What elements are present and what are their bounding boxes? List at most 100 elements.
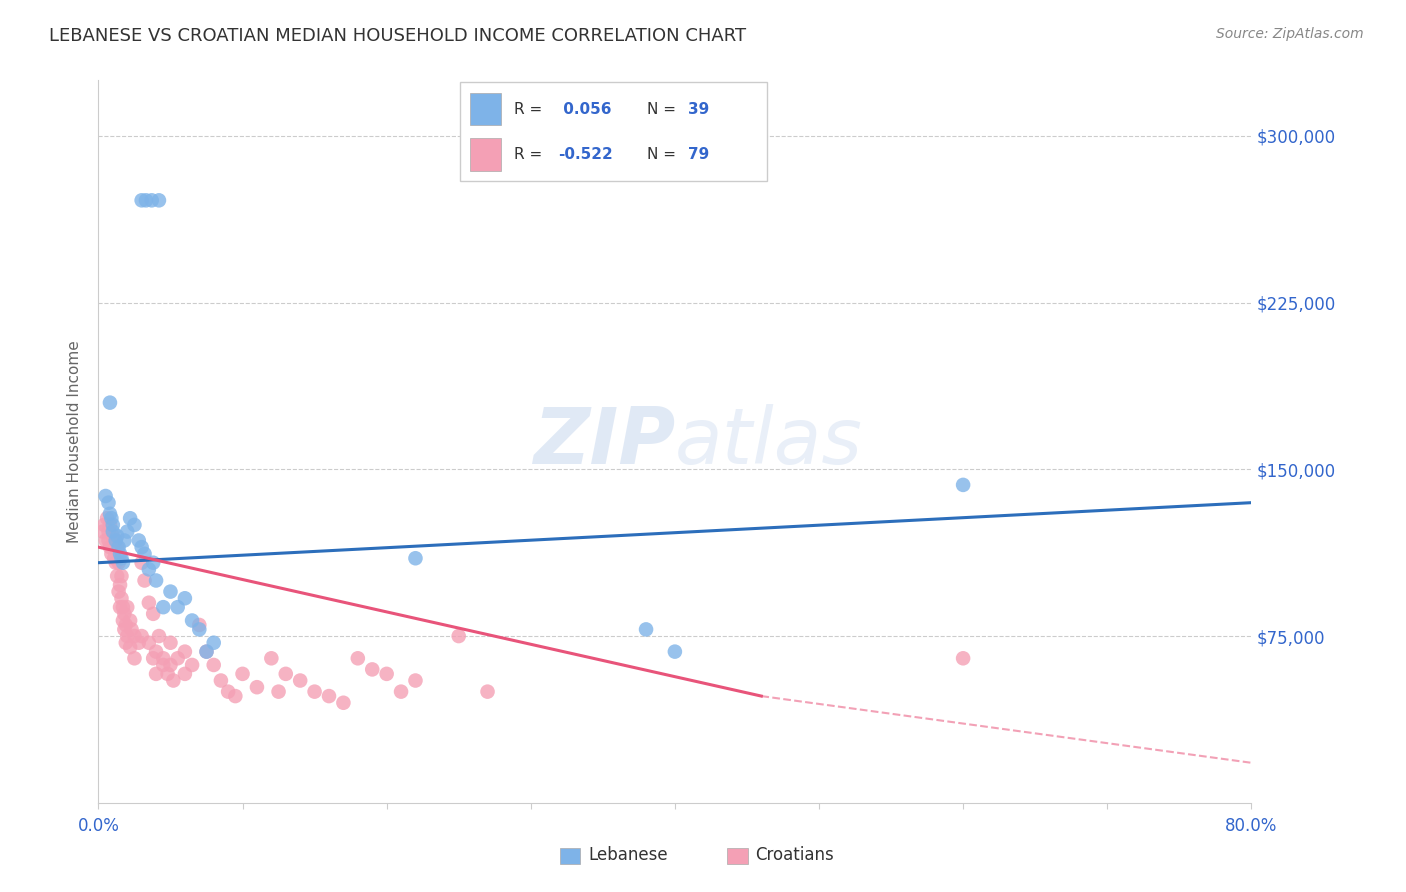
Point <box>105 569 128 583</box>
Text: N =: N = <box>647 146 681 161</box>
Text: Croatians: Croatians <box>755 846 834 863</box>
FancyBboxPatch shape <box>460 82 768 181</box>
Text: atlas: atlas <box>675 403 863 480</box>
Point <box>114 636 136 650</box>
Text: -0.522: -0.522 <box>558 146 613 161</box>
Point <box>246 680 269 694</box>
FancyBboxPatch shape <box>470 93 502 126</box>
Point <box>148 194 170 208</box>
Point <box>405 673 427 688</box>
Point <box>332 696 354 710</box>
Point <box>107 556 129 570</box>
Point <box>117 600 139 615</box>
Text: ZIP: ZIP <box>533 403 675 480</box>
Point <box>188 618 211 632</box>
Point <box>131 629 153 643</box>
Point <box>375 666 398 681</box>
Point <box>152 651 174 665</box>
Point <box>131 194 153 208</box>
Point <box>111 600 134 615</box>
Point <box>304 684 326 698</box>
Point <box>124 629 146 643</box>
Point <box>108 578 131 592</box>
Point <box>162 673 184 688</box>
Point <box>104 533 127 548</box>
Text: Source: ZipAtlas.com: Source: ZipAtlas.com <box>1216 27 1364 41</box>
Point <box>664 645 686 659</box>
Point <box>145 666 167 681</box>
Point <box>91 524 114 539</box>
Point <box>110 569 132 583</box>
Point <box>952 651 974 665</box>
Point <box>138 562 160 576</box>
Point <box>188 623 211 637</box>
Point <box>97 533 120 548</box>
Point <box>405 551 427 566</box>
Point <box>112 607 135 621</box>
Point <box>112 623 135 637</box>
Point <box>131 556 153 570</box>
Point <box>97 496 120 510</box>
Point <box>94 533 117 548</box>
Point <box>103 551 125 566</box>
Point <box>389 684 412 698</box>
Text: R =: R = <box>515 146 547 161</box>
Text: 0.056: 0.056 <box>558 102 612 117</box>
Point <box>107 584 129 599</box>
Point <box>117 524 139 539</box>
Point <box>134 574 156 588</box>
Point <box>141 194 163 208</box>
Text: Lebanese: Lebanese <box>589 846 668 863</box>
Point <box>101 524 124 539</box>
Point <box>110 551 132 566</box>
Point <box>97 524 120 539</box>
Point <box>104 556 127 570</box>
Point <box>195 645 218 659</box>
Point <box>120 640 142 655</box>
Point <box>142 556 165 570</box>
Point <box>124 651 146 665</box>
Point <box>104 533 127 548</box>
Point <box>112 533 135 548</box>
Text: N =: N = <box>647 102 681 117</box>
Point <box>108 600 131 615</box>
Point <box>181 657 204 672</box>
Point <box>101 540 124 554</box>
Point <box>152 600 174 615</box>
Point <box>131 540 153 554</box>
Point <box>120 614 142 628</box>
Point <box>145 574 167 588</box>
Point <box>98 507 121 521</box>
Point <box>636 623 658 637</box>
Point <box>138 636 160 650</box>
Point <box>128 636 150 650</box>
Point <box>93 517 115 532</box>
Point <box>114 618 136 632</box>
Point <box>105 540 128 554</box>
Point <box>290 673 312 688</box>
Text: 79: 79 <box>688 146 709 161</box>
Point <box>124 517 146 532</box>
Text: LEBANESE VS CROATIAN MEDIAN HOUSEHOLD INCOME CORRELATION CHART: LEBANESE VS CROATIAN MEDIAN HOUSEHOLD IN… <box>49 27 747 45</box>
Point <box>107 540 129 554</box>
Point <box>121 623 143 637</box>
Point <box>101 517 124 532</box>
Point <box>952 478 974 492</box>
Point <box>346 651 368 665</box>
Point <box>202 657 225 672</box>
Point <box>202 636 225 650</box>
Point <box>224 689 246 703</box>
Point <box>159 636 181 650</box>
Point <box>111 556 134 570</box>
Point <box>174 645 197 659</box>
Point <box>231 666 254 681</box>
Point <box>159 657 181 672</box>
Point <box>120 511 142 525</box>
Point <box>110 591 132 606</box>
Point <box>101 529 124 543</box>
Bar <box>560 848 581 864</box>
Point <box>138 596 160 610</box>
Point <box>217 684 239 698</box>
Point <box>142 651 165 665</box>
Point <box>318 689 340 703</box>
